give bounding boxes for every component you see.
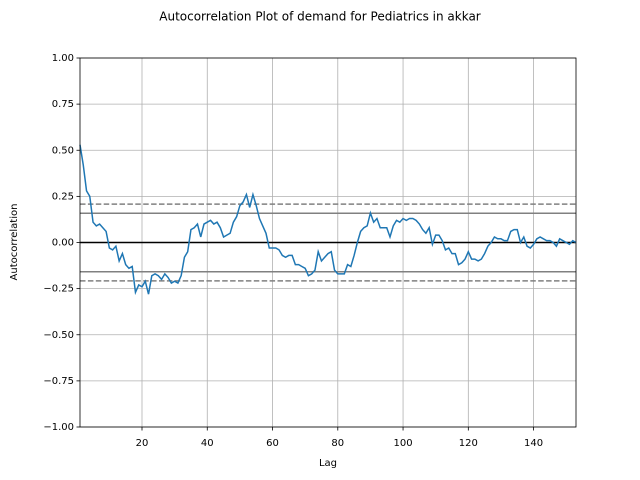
chart-title: Autocorrelation Plot of demand for Pedia… bbox=[159, 10, 481, 24]
x-tick-label: 100 bbox=[394, 438, 413, 449]
x-axis-label: Lag bbox=[319, 458, 337, 469]
y-tick-label: −1.00 bbox=[43, 422, 74, 433]
y-tick-label: −0.25 bbox=[43, 284, 74, 295]
y-tick-label: −0.50 bbox=[43, 330, 74, 341]
y-tick-label: 0.75 bbox=[52, 99, 74, 110]
x-tick-label: 80 bbox=[331, 438, 344, 449]
x-tick-label: 120 bbox=[459, 438, 478, 449]
y-tick-label: 0.50 bbox=[52, 145, 74, 156]
y-tick-label: 0.00 bbox=[52, 238, 74, 249]
x-tick-label: 140 bbox=[524, 438, 543, 449]
x-tick-label: 40 bbox=[201, 438, 214, 449]
x-tick-label: 60 bbox=[266, 438, 279, 449]
data-line bbox=[79, 144, 577, 296]
plot-frame bbox=[79, 57, 577, 428]
x-tick-label: 20 bbox=[136, 438, 149, 449]
y-tick-label: 1.00 bbox=[52, 53, 74, 64]
y-tick-label: −0.75 bbox=[43, 376, 74, 387]
y-axis-label: Autocorrelation bbox=[9, 204, 20, 281]
y-tick-label: 0.25 bbox=[52, 191, 74, 202]
